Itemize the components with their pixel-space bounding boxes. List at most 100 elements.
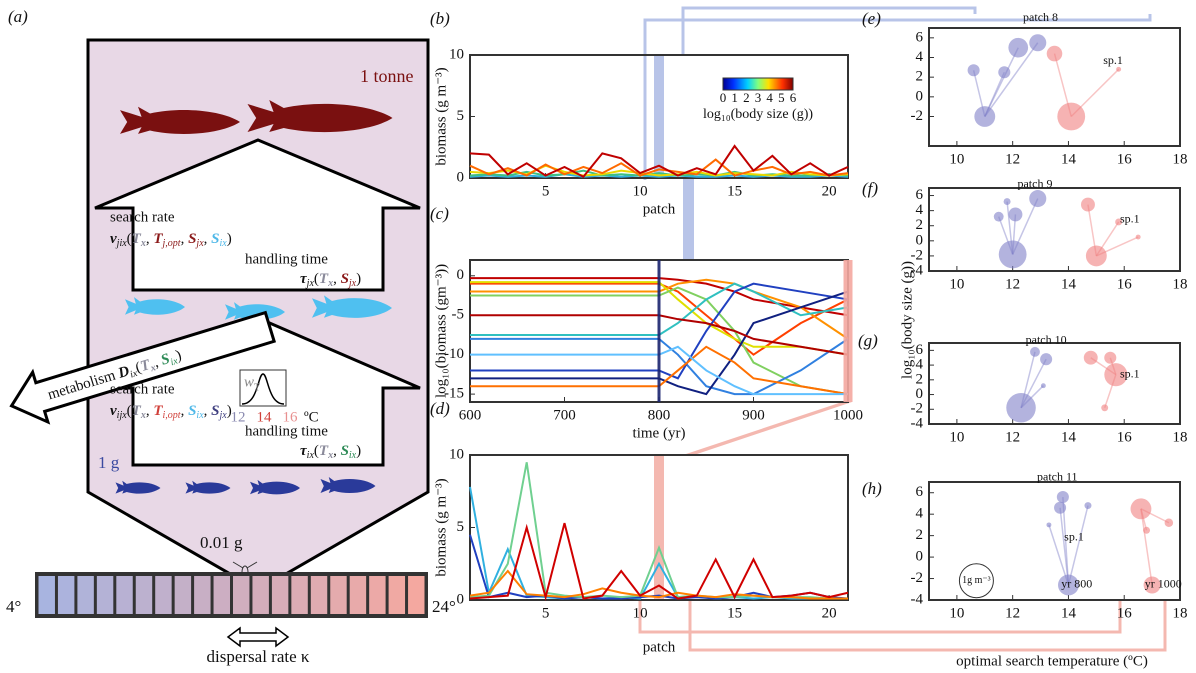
arrow [94, 138, 421, 292]
highlight-band [654, 455, 664, 600]
temperature-cell [116, 576, 133, 614]
formula-part: , [146, 231, 154, 247]
rate-label: search rate [110, 209, 175, 225]
colorbar-tick-label: 2 [743, 90, 750, 105]
formula-part: S [188, 403, 196, 419]
temperature-cell [96, 576, 114, 614]
bubble [1115, 218, 1123, 226]
bubble [1054, 501, 1067, 514]
y-axis-label: log₁₀(biomass (gm⁻³)) [433, 264, 449, 398]
axes-box [928, 187, 1181, 272]
inset-label: T [254, 382, 260, 393]
bubble [1135, 234, 1141, 240]
bubble [1101, 404, 1109, 412]
formula-part: jx [347, 278, 357, 289]
formula-part: x [140, 410, 146, 421]
x-tick-label: 16 [1117, 429, 1133, 445]
temperature-cell [271, 576, 289, 614]
y-tick-label: 0 [457, 267, 465, 283]
formula-part: S [188, 231, 196, 247]
formula-part: ( [314, 271, 319, 287]
formula-part: ( [314, 443, 319, 459]
temperature-cell [213, 576, 230, 614]
x-tick-label: 5 [542, 605, 550, 621]
series-line [470, 314, 849, 356]
annotation: sp.1 [1120, 211, 1140, 225]
temperature-cell [174, 576, 192, 614]
formula-part: x [140, 238, 146, 249]
highlight-band [654, 55, 664, 178]
series-line [469, 169, 849, 177]
colorbar [722, 77, 794, 91]
x-tick-label: 10 [949, 276, 964, 292]
formula-part: S [341, 271, 349, 287]
formula-part: v [110, 231, 117, 247]
x-tick-label: 10 [949, 429, 964, 445]
x-tick-label: 1000 [833, 407, 863, 423]
colorbar-tick-label: 3 [755, 90, 762, 105]
y-tick-label: -4 [911, 262, 924, 278]
x-tick-label: 18 [1173, 429, 1188, 445]
formula-part: , [181, 403, 189, 419]
bubble [1003, 198, 1011, 206]
panel-label: (h) [862, 479, 882, 498]
formula-part: T [153, 403, 163, 419]
x-tick-label: 16 [1117, 276, 1133, 292]
chart: -15 -10 -5 0 600 700 800 900 1000 time (yr) log₁₀(… [433, 259, 863, 441]
bubble [1056, 490, 1069, 504]
temperature-cell [291, 576, 308, 614]
bubble [1046, 522, 1052, 528]
formula-part: ix [169, 356, 180, 369]
axes-box [928, 342, 1181, 425]
colorbar-tick-label: 5 [778, 90, 785, 105]
formula: vjix(Tx, Tj,opt, Sjx, Six) [110, 231, 232, 249]
x-tick-label: 18 [1173, 151, 1188, 167]
mass-label: 0.01 g [200, 533, 243, 552]
formula-part: ijx [117, 410, 128, 421]
y-tick-label: 2 [916, 371, 924, 387]
x-axis-label: patch [643, 201, 676, 217]
y-tick-label: 0 [916, 549, 924, 565]
temperature-cell [155, 576, 172, 614]
food-link [1140, 508, 1153, 586]
annotation: patch 8 [1023, 10, 1058, 24]
temperature-cell [310, 576, 328, 614]
formula-part: , [181, 231, 189, 247]
x-tick-label: 20 [822, 183, 837, 199]
panel-label: (e) [862, 9, 881, 28]
series-line [469, 144, 849, 179]
connector [643, 14, 1152, 180]
axes-box [928, 481, 1181, 601]
formula-part: ) [227, 231, 232, 247]
temperature-cell [349, 576, 367, 614]
bubble [1040, 353, 1053, 366]
formula-part: S [341, 443, 349, 459]
formula-part: ) [356, 271, 361, 287]
dispersal-label: dispersal rate κ [207, 647, 310, 666]
formula-part: , [152, 354, 164, 371]
mass-label: 1 g [98, 453, 120, 472]
bubble [1116, 66, 1122, 72]
formula-part: jx [194, 238, 204, 249]
x-tick-label: 16 [1117, 605, 1133, 621]
y-tick-label: 6 [916, 29, 924, 45]
thermal-inset [239, 369, 287, 407]
formula-part: ( [127, 403, 132, 419]
formula-part: ix [349, 450, 357, 461]
formula-part: i,opt [163, 410, 181, 421]
y-tick-label: 0 [457, 169, 465, 185]
chart: -2 0 2 4 6 10 12 14 16 18 patch 8 sp.1 [911, 10, 1188, 168]
x-tick-label: 12 [1005, 605, 1020, 621]
y-axis-label: log₁₀(body size (g)) [899, 261, 915, 379]
metabolism-arrow: metabolism Dix(Tx, Six) [9, 310, 277, 425]
panel-label: (a) [8, 7, 28, 26]
x-tick-label: 12 [1005, 429, 1020, 445]
x-axis-label: optimal search temperature (ºC) [956, 653, 1148, 669]
rate-label: handling time [245, 423, 328, 439]
annotation: yr 1000 [1145, 577, 1182, 591]
formula-part: ( [134, 360, 143, 377]
temperature-cell [330, 576, 347, 614]
x-tick-label: 12 [1005, 276, 1020, 292]
y-tick-label: 2 [916, 527, 924, 543]
